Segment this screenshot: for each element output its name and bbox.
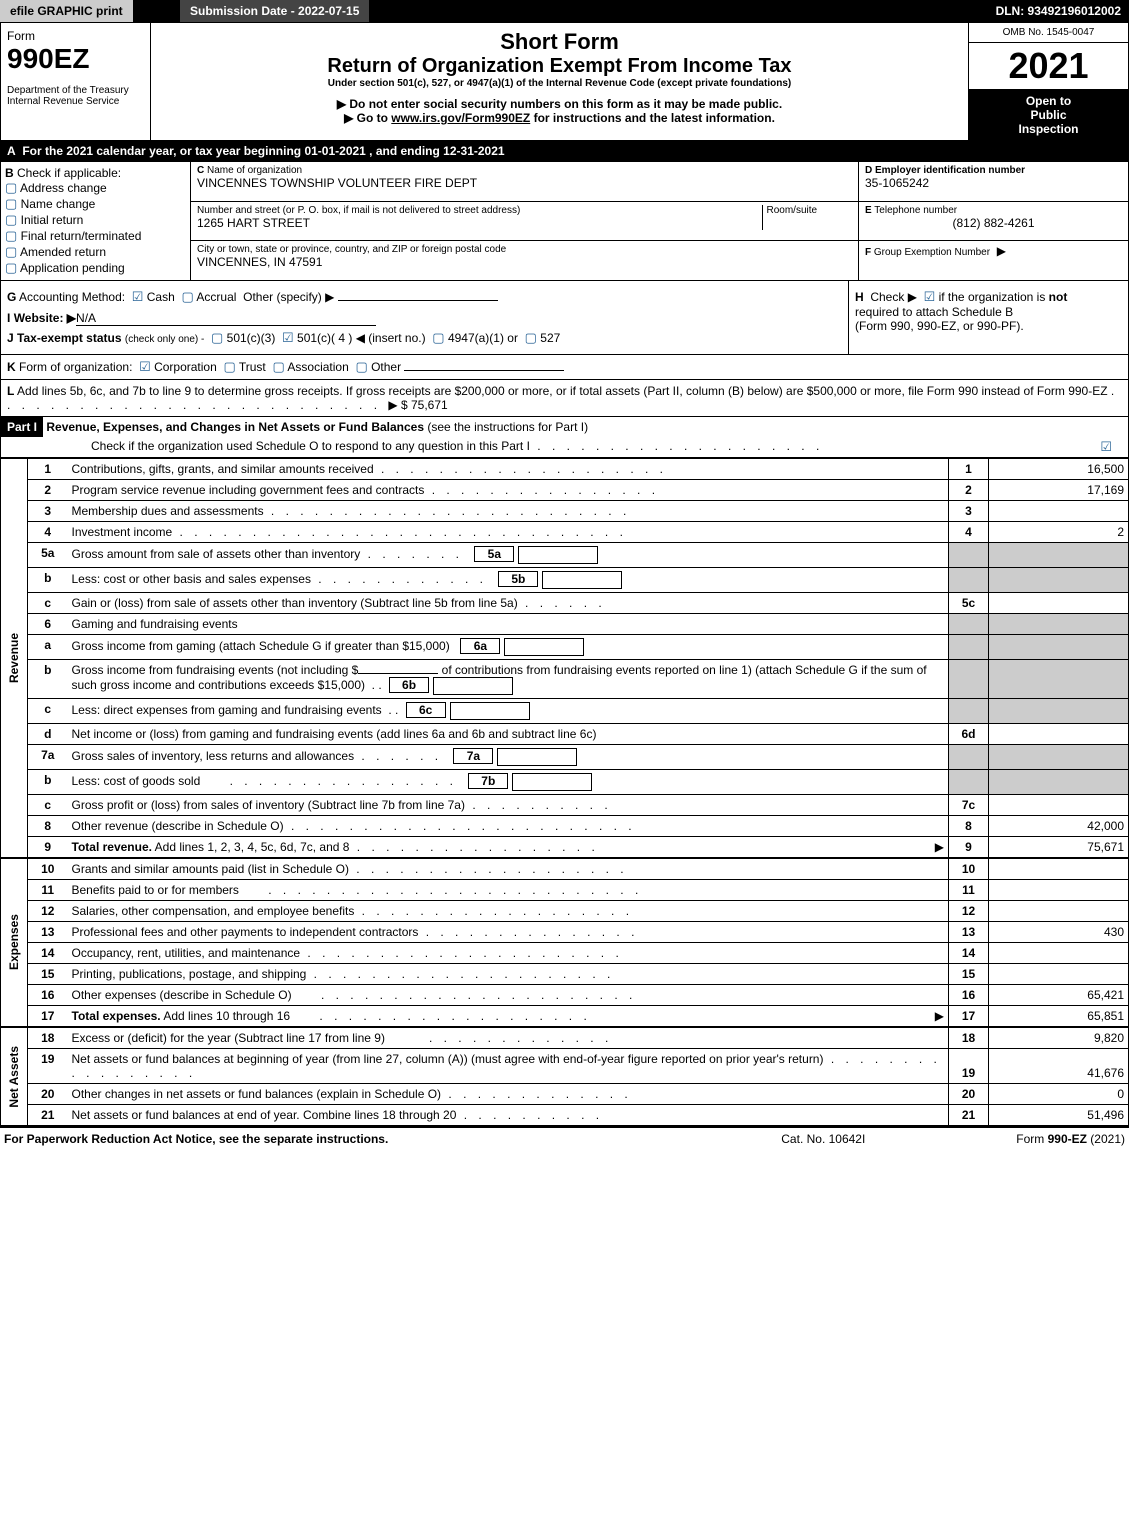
org-info-block: B Check if applicable: ▢ Address change … — [0, 162, 1129, 281]
form-number: 990EZ — [7, 43, 144, 75]
org-city: VINCENNES, IN 47591 — [197, 255, 852, 269]
gross-receipts: 75,671 — [411, 398, 448, 412]
val-19: 41,676 — [989, 1049, 1129, 1084]
check-schedule-o[interactable]: ☑ — [1100, 439, 1112, 455]
check-schedule-b[interactable]: ☑ — [924, 289, 936, 304]
website: N/A — [76, 311, 376, 326]
line-a: A For the 2021 calendar year, or tax yea… — [0, 141, 1129, 162]
section-net-assets: Net Assets — [5, 1038, 23, 1116]
line-k: K Form of organization: ☑ Corporation ▢ … — [0, 355, 1129, 380]
ein: 35-1065242 — [865, 176, 1122, 190]
phone: (812) 882-4261 — [865, 216, 1122, 230]
check-501c[interactable]: ☑ — [282, 330, 294, 345]
val-18: 9,820 — [989, 1027, 1129, 1049]
omb-number: OMB No. 1545-0047 — [969, 23, 1128, 43]
irs-link[interactable]: www.irs.gov/Form990EZ — [391, 111, 530, 125]
dept-treasury: Department of the Treasury — [7, 85, 144, 96]
short-form: Short Form — [157, 29, 962, 55]
submission-date: Submission Date - 2022-07-15 — [180, 0, 369, 22]
check-amended[interactable]: ▢ Amended return — [5, 244, 186, 260]
val-12 — [989, 901, 1129, 922]
check-final-return[interactable]: ▢ Final return/terminated — [5, 228, 186, 244]
check-pending[interactable]: ▢ Application pending — [5, 260, 186, 276]
g-h-block: G Accounting Method: ☑ Cash ▢ Accrual Ot… — [0, 281, 1129, 355]
form-word: Form — [7, 29, 144, 43]
check-initial-return[interactable]: ▢ Initial return — [5, 212, 186, 228]
val-16: 65,421 — [989, 985, 1129, 1006]
section-revenue: Revenue — [5, 625, 23, 691]
val-4: 2 — [989, 522, 1129, 543]
check-501c3[interactable]: ▢ — [211, 330, 223, 345]
val-20: 0 — [989, 1084, 1129, 1105]
val-3 — [989, 501, 1129, 522]
page-footer: For Paperwork Reduction Act Notice, see … — [0, 1126, 1129, 1150]
check-trust[interactable]: ▢ — [223, 359, 235, 374]
val-7c — [989, 795, 1129, 816]
form-title: Return of Organization Exempt From Incom… — [157, 55, 962, 78]
val-5c — [989, 593, 1129, 614]
val-10 — [989, 858, 1129, 880]
inspection-box: Open to Public Inspection — [969, 90, 1128, 140]
val-1: 16,500 — [989, 459, 1129, 480]
val-11 — [989, 880, 1129, 901]
ssn-warning: ▶ Do not enter social security numbers o… — [157, 97, 962, 111]
val-21: 51,496 — [989, 1105, 1129, 1126]
section-expenses: Expenses — [5, 906, 23, 978]
val-13: 430 — [989, 922, 1129, 943]
form-header: Form 990EZ Department of the Treasury In… — [0, 22, 1129, 141]
check-corp[interactable]: ☑ — [139, 359, 151, 374]
val-2: 17,169 — [989, 480, 1129, 501]
lines-table: Revenue 1 Contributions, gifts, grants, … — [0, 458, 1129, 1126]
check-527[interactable]: ▢ — [525, 330, 537, 345]
val-14 — [989, 943, 1129, 964]
tax-year: 2021 — [969, 43, 1128, 90]
org-street: 1265 HART STREET — [197, 216, 762, 230]
check-address-change[interactable]: ▢ Address change — [5, 180, 186, 196]
check-cash[interactable]: ☑ — [132, 289, 144, 304]
check-4947[interactable]: ▢ — [432, 330, 444, 345]
dept-irs: Internal Revenue Service — [7, 96, 144, 107]
check-assoc[interactable]: ▢ — [272, 359, 284, 374]
line-l: L Add lines 5b, 6c, and 7b to line 9 to … — [0, 380, 1129, 417]
val-17: 65,851 — [989, 1006, 1129, 1028]
part1-header: Part I Revenue, Expenses, and Changes in… — [0, 417, 1129, 458]
check-name-change[interactable]: ▢ Name change — [5, 196, 186, 212]
top-bar: efile GRAPHIC print Submission Date - 20… — [0, 0, 1129, 22]
check-accrual[interactable]: ▢ — [181, 289, 193, 304]
val-15 — [989, 964, 1129, 985]
goto-instructions: ▶ Go to www.irs.gov/Form990EZ for instru… — [157, 111, 962, 125]
check-other-org[interactable]: ▢ — [355, 359, 367, 374]
val-8: 42,000 — [989, 816, 1129, 837]
val-6d — [989, 724, 1129, 745]
efile-print-button[interactable]: efile GRAPHIC print — [0, 0, 133, 22]
dln: DLN: 93492196012002 — [723, 0, 1129, 22]
form-subtitle: Under section 501(c), 527, or 4947(a)(1)… — [157, 78, 962, 89]
org-name: VINCENNES TOWNSHIP VOLUNTEER FIRE DEPT — [197, 176, 852, 190]
val-9: 75,671 — [989, 837, 1129, 859]
